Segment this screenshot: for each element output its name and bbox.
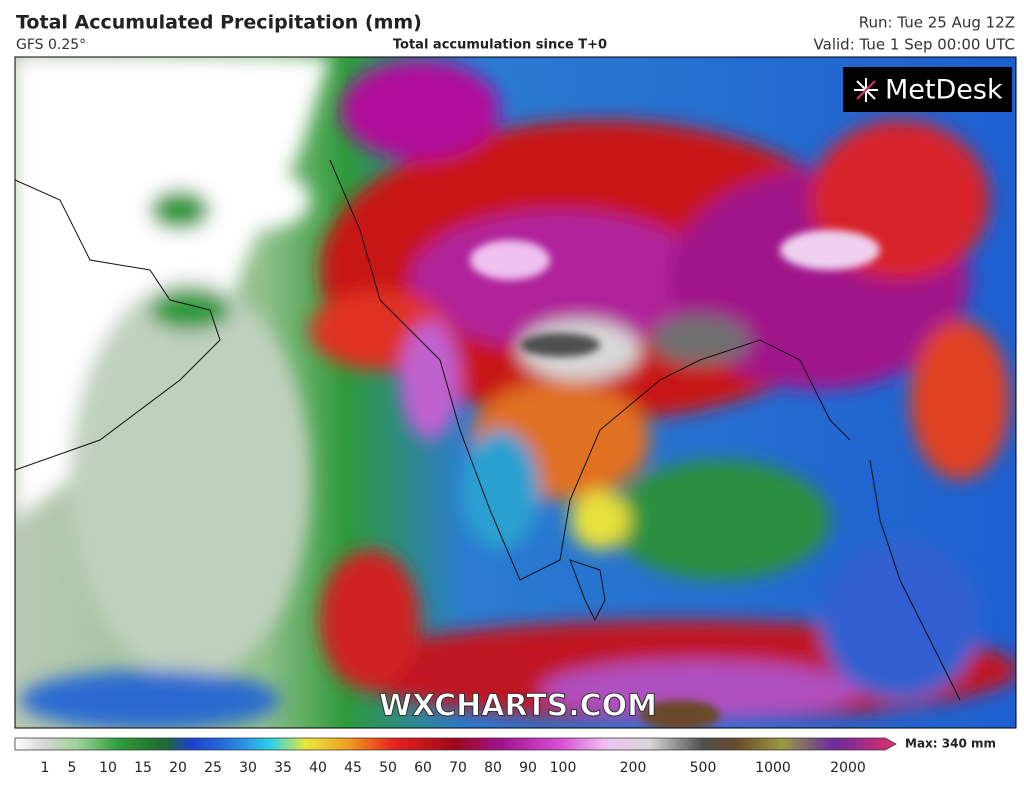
valid: Valid: Tue 1 Sep 00:00 UTC bbox=[814, 36, 1015, 54]
logo: MetDesk bbox=[885, 75, 1003, 106]
colorbar-ticks: 1 5 10 15 20 25 30 35 40 45 50 60 70 80 90 100 200 500 100… bbox=[41, 760, 866, 776]
colorbar-label: 200 bbox=[620, 760, 647, 776]
colorbar-label: 2000 bbox=[830, 760, 866, 776]
colorbar-label: 40 bbox=[309, 760, 327, 776]
subtitle: Total accumulation since T+0 bbox=[393, 38, 607, 53]
colorbar-label: 90 bbox=[519, 760, 537, 776]
colorbar-label: 5 bbox=[68, 760, 77, 776]
colorbar-label: 60 bbox=[414, 760, 432, 776]
colorbar-label: 45 bbox=[344, 760, 362, 776]
colorbar-label: 20 bbox=[169, 760, 187, 776]
legend-max: Max: 340 mm bbox=[905, 737, 996, 751]
colorbar-label: 30 bbox=[239, 760, 257, 776]
colorbar-label: 35 bbox=[274, 760, 292, 776]
run: Run: Tue 25 Aug 12Z bbox=[859, 14, 1015, 32]
watermark: WXCHARTS.COM bbox=[379, 689, 657, 724]
map: MetDesk WXCHARTS.COM bbox=[15, 57, 1016, 728]
colorbar-label: 70 bbox=[449, 760, 467, 776]
colorbar-label: 25 bbox=[204, 760, 222, 776]
model: GFS 0.25° bbox=[16, 37, 86, 53]
colorbar-label: 50 bbox=[379, 760, 397, 776]
title: Total Accumulated Precipitation (mm) bbox=[16, 12, 422, 34]
colorbar-label: 15 bbox=[134, 760, 152, 776]
colorbar-label: 1000 bbox=[755, 760, 791, 776]
colorbar-label: 1 bbox=[41, 760, 50, 776]
colorbar-label: 100 bbox=[550, 760, 577, 776]
colorbar bbox=[14, 737, 897, 751]
colorbar-label: 80 bbox=[484, 760, 502, 776]
map-frame bbox=[14, 56, 1017, 729]
colorbar-label: 500 bbox=[690, 760, 717, 776]
colorbar-label: 10 bbox=[99, 760, 117, 776]
